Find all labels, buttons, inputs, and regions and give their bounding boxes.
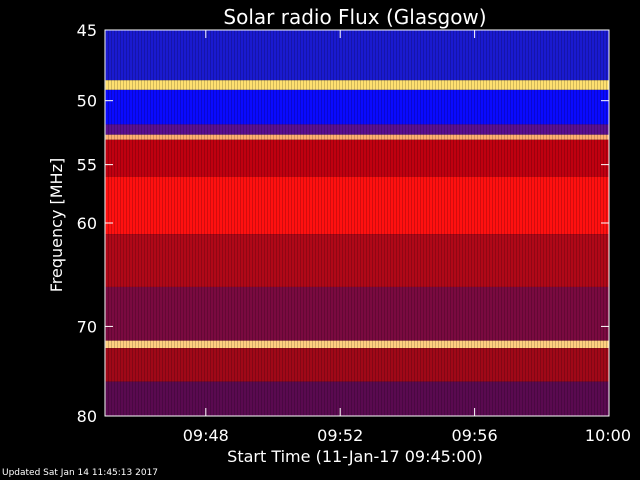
y-tick-label-80: 80 [77, 407, 97, 426]
chart-title: Solar radio Flux (Glasgow) [223, 5, 486, 29]
x-tick-label-3: 10:00 [585, 426, 631, 445]
axes: 45 50 55 60 70 80 09:48 09:52 09:56 10:00 [77, 21, 631, 445]
y-tick-label-60: 60 [77, 214, 97, 233]
plot-texture [105, 30, 609, 416]
y-axis-label: Frequency [MHz] [47, 158, 66, 292]
x-tick-label-0: 09:48 [183, 426, 229, 445]
y-tick-label-50: 50 [77, 92, 97, 111]
update-timestamp: Updated Sat Jan 14 11:45:13 2017 [2, 468, 159, 478]
x-tick-label-2: 09:56 [452, 426, 498, 445]
y-tick-label-70: 70 [77, 317, 97, 336]
x-axis-label: Start Time (11-Jan-17 09:45:00) [227, 447, 483, 466]
y-tick-label-45: 45 [77, 21, 97, 40]
x-tick-label-1: 09:52 [317, 426, 363, 445]
y-tick-label-55: 55 [77, 156, 97, 175]
